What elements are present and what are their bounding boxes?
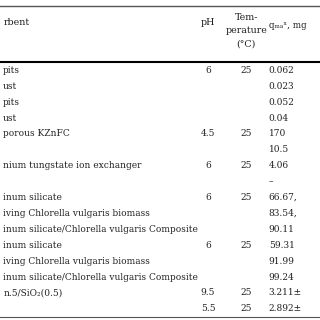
Text: –: – [269, 177, 273, 186]
Text: 6: 6 [205, 193, 211, 202]
Text: 25: 25 [241, 241, 252, 250]
Text: iving Chlorella vulgaris biomass: iving Chlorella vulgaris biomass [3, 209, 150, 218]
Text: 3.211±: 3.211± [269, 288, 302, 298]
Text: 90.11: 90.11 [269, 225, 295, 234]
Text: 0.023: 0.023 [269, 82, 294, 91]
Text: 25: 25 [241, 130, 252, 139]
Text: 25: 25 [241, 66, 252, 75]
Text: qₘₐˣ, mg: qₘₐˣ, mg [269, 21, 307, 30]
Text: ust: ust [3, 82, 18, 91]
Text: 25: 25 [241, 193, 252, 202]
Text: iving Chlorella vulgaris biomass: iving Chlorella vulgaris biomass [3, 257, 150, 266]
Text: 4.06: 4.06 [269, 161, 289, 170]
Text: 6: 6 [205, 241, 211, 250]
Text: n.5/SiO₂(0.5): n.5/SiO₂(0.5) [3, 288, 62, 298]
Text: nium tungstate ion exchanger: nium tungstate ion exchanger [3, 161, 142, 170]
Text: 99.24: 99.24 [269, 273, 294, 282]
Text: 5.5: 5.5 [201, 304, 215, 313]
Text: porous KZnFC: porous KZnFC [3, 130, 70, 139]
Text: 25: 25 [241, 288, 252, 298]
Text: 83.54,: 83.54, [269, 209, 298, 218]
Text: (°C): (°C) [237, 40, 256, 49]
Text: pits: pits [3, 66, 20, 75]
Text: 4.5: 4.5 [201, 130, 215, 139]
Text: 59.31: 59.31 [269, 241, 295, 250]
Text: rbent: rbent [3, 18, 29, 27]
Text: perature: perature [226, 26, 267, 35]
Text: inum silicate: inum silicate [3, 241, 62, 250]
Text: 10.5: 10.5 [269, 145, 289, 154]
Text: inum silicate/Chlorella vulgaris Composite: inum silicate/Chlorella vulgaris Composi… [3, 273, 198, 282]
Text: 25: 25 [241, 161, 252, 170]
Text: inum silicate: inum silicate [3, 193, 62, 202]
Text: 2.892±: 2.892± [269, 304, 302, 313]
Text: 66.67,: 66.67, [269, 193, 298, 202]
Text: 91.99: 91.99 [269, 257, 295, 266]
Text: 0.052: 0.052 [269, 98, 295, 107]
Text: ust: ust [3, 114, 18, 123]
Text: pH: pH [201, 18, 215, 27]
Text: 9.5: 9.5 [201, 288, 215, 298]
Text: pits: pits [3, 98, 20, 107]
Text: 0.062: 0.062 [269, 66, 294, 75]
Text: 0.04: 0.04 [269, 114, 289, 123]
Text: 170: 170 [269, 130, 286, 139]
Text: Tem-: Tem- [235, 13, 258, 22]
Text: 6: 6 [205, 161, 211, 170]
Text: inum silicate/Chlorella vulgaris Composite: inum silicate/Chlorella vulgaris Composi… [3, 225, 198, 234]
Text: 25: 25 [241, 304, 252, 313]
Text: 6: 6 [205, 66, 211, 75]
